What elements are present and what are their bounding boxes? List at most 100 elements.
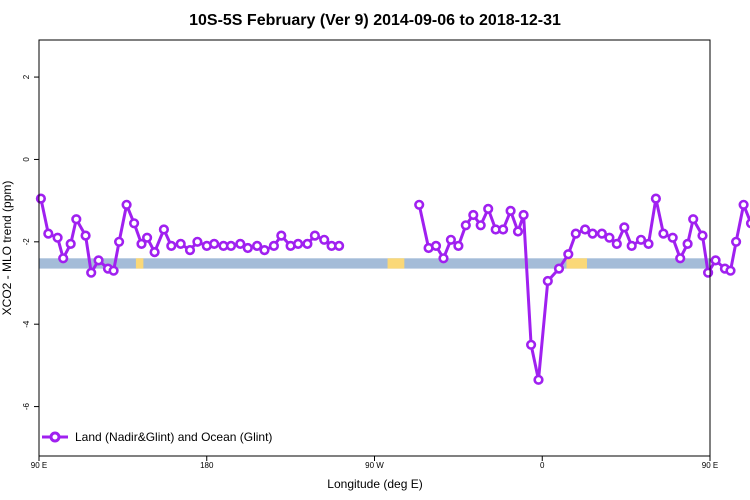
land-band-segment bbox=[566, 258, 587, 269]
legend-label: Land (Nadir&Glint) and Ocean (Glint) bbox=[75, 430, 272, 444]
data-point bbox=[43, 228, 54, 239]
land-band-segment bbox=[387, 258, 405, 269]
data-point bbox=[175, 238, 186, 249]
data-point bbox=[453, 240, 464, 251]
data-point bbox=[604, 232, 615, 243]
data-point bbox=[643, 238, 654, 249]
data-point bbox=[309, 230, 321, 241]
data-point bbox=[650, 193, 662, 204]
data-point bbox=[192, 236, 203, 247]
data-point bbox=[688, 214, 699, 225]
data-point bbox=[635, 234, 647, 245]
data-point bbox=[596, 228, 608, 239]
land-band-segment bbox=[135, 258, 144, 269]
data-point bbox=[483, 203, 494, 214]
x-axis-label: Longitude (deg E) bbox=[327, 477, 422, 491]
data-point bbox=[563, 249, 574, 260]
data-point bbox=[533, 374, 544, 385]
data-point bbox=[675, 253, 686, 264]
data-point bbox=[121, 199, 132, 210]
legend-marker-swatch bbox=[49, 431, 61, 443]
data-point bbox=[268, 240, 280, 251]
data-point bbox=[468, 209, 479, 221]
data-point bbox=[505, 205, 516, 216]
series-points bbox=[35, 193, 750, 385]
x-tick-label: 0 bbox=[540, 461, 545, 470]
data-point bbox=[142, 232, 153, 243]
data-point bbox=[667, 232, 678, 243]
data-point bbox=[166, 240, 177, 251]
data-point bbox=[35, 193, 47, 204]
land-ocean-band bbox=[39, 258, 710, 269]
data-point bbox=[512, 226, 524, 237]
y-axis-label: XCO2 - MLO trend (ppm) bbox=[0, 181, 14, 316]
data-point bbox=[136, 238, 147, 249]
data-point bbox=[158, 224, 169, 235]
data-point bbox=[579, 224, 591, 235]
data-point bbox=[658, 228, 669, 239]
data-point bbox=[52, 232, 63, 243]
data-point bbox=[65, 238, 76, 249]
data-point bbox=[209, 238, 220, 249]
data-point bbox=[445, 234, 457, 245]
data-point bbox=[587, 228, 598, 239]
data-point bbox=[702, 267, 714, 278]
data-point bbox=[113, 236, 125, 247]
data-point bbox=[682, 238, 693, 249]
data-point bbox=[334, 240, 345, 251]
data-point bbox=[730, 236, 742, 247]
data-point bbox=[438, 253, 449, 264]
data-point bbox=[86, 267, 97, 278]
data-point bbox=[414, 199, 425, 210]
data-point bbox=[518, 209, 529, 221]
data-point bbox=[259, 245, 270, 256]
data-point bbox=[225, 240, 237, 251]
y-tick-label: 2 bbox=[22, 74, 31, 79]
data-point bbox=[93, 255, 104, 266]
data-point bbox=[149, 247, 160, 258]
data-point bbox=[319, 234, 330, 245]
y-tick-label: 0 bbox=[22, 157, 31, 162]
data-point bbox=[475, 220, 486, 231]
x-tick-label: 90 E bbox=[31, 461, 47, 470]
y-tick-label: -6 bbox=[22, 402, 31, 410]
ocean-band bbox=[39, 258, 710, 269]
data-point bbox=[293, 238, 304, 249]
chart-title: 10S-5S February (Ver 9) 2014-09-06 to 20… bbox=[189, 12, 561, 29]
data-point bbox=[738, 199, 749, 210]
series-line bbox=[39, 197, 750, 382]
x-tick-label: 180 bbox=[200, 461, 214, 470]
data-point bbox=[697, 230, 708, 241]
data-point bbox=[570, 228, 581, 239]
data-point bbox=[553, 263, 565, 274]
data-point bbox=[611, 238, 622, 249]
data-point bbox=[460, 220, 471, 231]
data-point bbox=[710, 255, 721, 266]
y-tick-label: -4 bbox=[22, 320, 31, 328]
data-point bbox=[302, 238, 313, 249]
y-axis: 2 0 -2 -4 -6 bbox=[22, 74, 39, 410]
data-point bbox=[626, 240, 637, 251]
data-point bbox=[129, 218, 140, 229]
data-point bbox=[108, 265, 119, 276]
data-point bbox=[725, 265, 736, 276]
x-axis: 90 E 180 90 W 0 90 E bbox=[31, 456, 718, 470]
data-point bbox=[71, 214, 82, 225]
data-point bbox=[184, 245, 196, 256]
data-point bbox=[242, 242, 253, 254]
data-point bbox=[498, 224, 509, 235]
data-point bbox=[745, 218, 750, 229]
data-point bbox=[542, 275, 553, 287]
x-tick-label: 90 W bbox=[365, 461, 384, 470]
data-point bbox=[80, 230, 91, 241]
data-point bbox=[525, 339, 537, 350]
y-tick-label: -2 bbox=[22, 238, 31, 246]
data-point bbox=[252, 240, 263, 251]
x-tick-label: 90 E bbox=[702, 461, 718, 470]
data-point bbox=[619, 222, 630, 233]
data-point bbox=[276, 230, 287, 241]
data-point bbox=[235, 238, 246, 249]
data-point bbox=[430, 240, 442, 251]
data-point bbox=[58, 253, 69, 264]
